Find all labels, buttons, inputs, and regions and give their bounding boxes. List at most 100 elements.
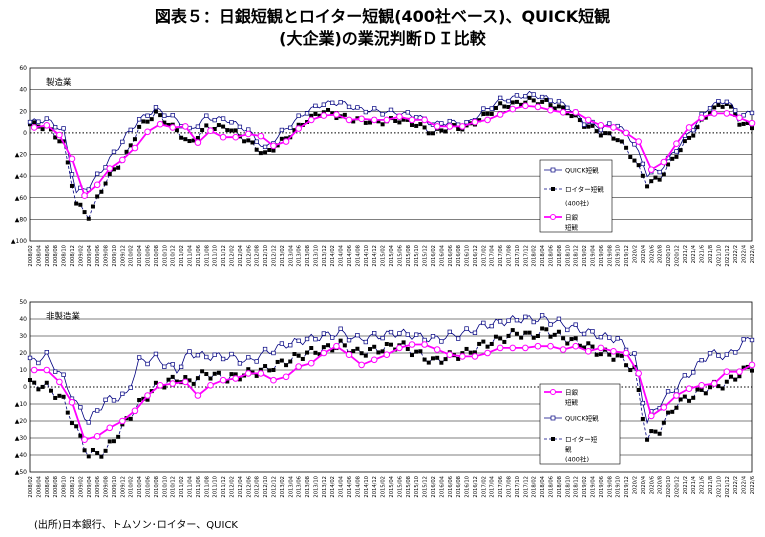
data-point-reuters (263, 150, 268, 155)
data-point-reuters (703, 391, 708, 396)
x-tick-label: 2017/02 (481, 245, 487, 267)
data-point-quick (61, 126, 66, 131)
data-point-reuters (611, 136, 616, 141)
y-tick-label: 20 (19, 350, 27, 357)
x-tick-label: 2017/12 (523, 476, 529, 498)
data-point-reuters (86, 454, 91, 459)
x-tick-label: 2016/06 (448, 245, 454, 267)
x-tick-label: 2011/06 (196, 245, 202, 267)
x-tick-label: 2011/06 (196, 476, 202, 498)
data-point-reuters (464, 346, 469, 351)
data-point-reuters (682, 139, 687, 144)
data-point-reuters (74, 424, 79, 429)
x-tick-label: 2008/04 (36, 244, 42, 266)
data-point-reuters (435, 355, 440, 360)
x-tick-label: 2015/12 (423, 245, 429, 267)
data-point-reuters (414, 349, 419, 354)
data-point-tankan (295, 363, 302, 370)
data-point-tankan (748, 119, 756, 127)
data-point-reuters (426, 131, 431, 136)
x-tick-label: 2011/04 (188, 244, 194, 266)
data-point-tankan (106, 424, 114, 432)
data-point-tankan (182, 378, 189, 386)
data-point-reuters (380, 349, 385, 354)
data-point-reuters (733, 112, 738, 117)
x-tick-label: 2009/10 (112, 476, 118, 498)
data-point-tankan (673, 140, 680, 147)
data-point-tankan (370, 356, 378, 364)
data-point-tankan (584, 348, 592, 355)
data-point-reuters (53, 135, 58, 140)
x-tick-label: 2013/10 (313, 245, 319, 267)
x-tick-label: 2020/6 (649, 245, 655, 263)
data-point-quick (279, 127, 285, 133)
data-point-quick (388, 107, 394, 113)
x-tick-label: 2017/02 (481, 476, 487, 498)
data-point-quick (632, 351, 637, 356)
data-point-reuters (405, 347, 410, 352)
data-point-reuters (229, 128, 234, 133)
data-point-quick (481, 320, 486, 326)
data-point-tankan (610, 124, 617, 131)
data-point-tankan (547, 106, 554, 114)
data-point-reuters (548, 103, 553, 108)
data-point-reuters (200, 128, 205, 133)
data-point-reuters (40, 384, 45, 389)
data-point-tankan (547, 342, 554, 350)
data-point-tankan (559, 346, 567, 353)
x-tick-label: 2019/10 (616, 245, 622, 267)
x-tick-label: 2016/12 (473, 476, 479, 498)
x-tick-label: 2018/12 (574, 245, 580, 267)
data-point-reuters (61, 394, 66, 399)
x-tick-label: 2017/08 (507, 476, 513, 498)
data-point-tankan (736, 114, 743, 122)
data-point-quick (523, 94, 528, 99)
data-point-reuters (183, 375, 188, 380)
x-tick-label: 2014/12 (372, 245, 378, 267)
x-tick-label: 2008/08 (53, 476, 59, 498)
data-point-reuters (279, 358, 284, 363)
data-point-reuters (187, 139, 192, 144)
data-point-reuters (657, 431, 662, 436)
x-tick-label: 2017/10 (515, 245, 521, 267)
data-point-tankan (484, 349, 491, 357)
data-point-reuters (611, 357, 616, 362)
x-tick-label: 2019/08 (607, 245, 613, 267)
data-point-reuters (204, 372, 209, 377)
legend-label: (400社) (565, 455, 589, 464)
data-point-quick (204, 113, 209, 118)
x-tick-label: 2017/12 (523, 245, 529, 267)
legend-label: (400社) (565, 199, 589, 208)
data-point-quick (707, 106, 713, 111)
data-point-reuters (225, 128, 230, 133)
x-tick-label: 2021/6 (700, 476, 706, 494)
x-tick-label: 2008/06 (45, 476, 51, 498)
data-point-reuters (640, 173, 645, 178)
data-point-reuters (489, 111, 494, 116)
data-point-tankan (131, 144, 139, 152)
data-point-reuters (695, 125, 700, 130)
data-point-reuters (95, 450, 100, 455)
data-point-reuters (561, 336, 566, 341)
data-point-quick (640, 400, 646, 406)
data-point-reuters (418, 349, 423, 354)
data-point-tankan (144, 392, 151, 399)
data-point-reuters (326, 107, 331, 112)
data-point-reuters (372, 344, 377, 349)
data-point-reuters (145, 119, 150, 124)
data-point-reuters (666, 162, 671, 167)
data-point-quick (716, 99, 721, 104)
data-point-tankan (396, 344, 403, 352)
x-tick-label: 2010/02 (129, 476, 135, 498)
data-point-reuters (309, 113, 314, 118)
data-point-tankan (471, 353, 479, 360)
x-tick-label: 2022/6 (750, 476, 756, 494)
y-tick-label: ▲30 (15, 435, 27, 442)
data-point-tankan (572, 342, 579, 350)
data-point-tankan (257, 370, 265, 377)
data-point-reuters (598, 352, 603, 357)
data-point-tankan (421, 341, 428, 348)
data-point-quick (145, 361, 150, 367)
data-point-quick (565, 105, 570, 110)
data-point-quick (229, 120, 234, 125)
